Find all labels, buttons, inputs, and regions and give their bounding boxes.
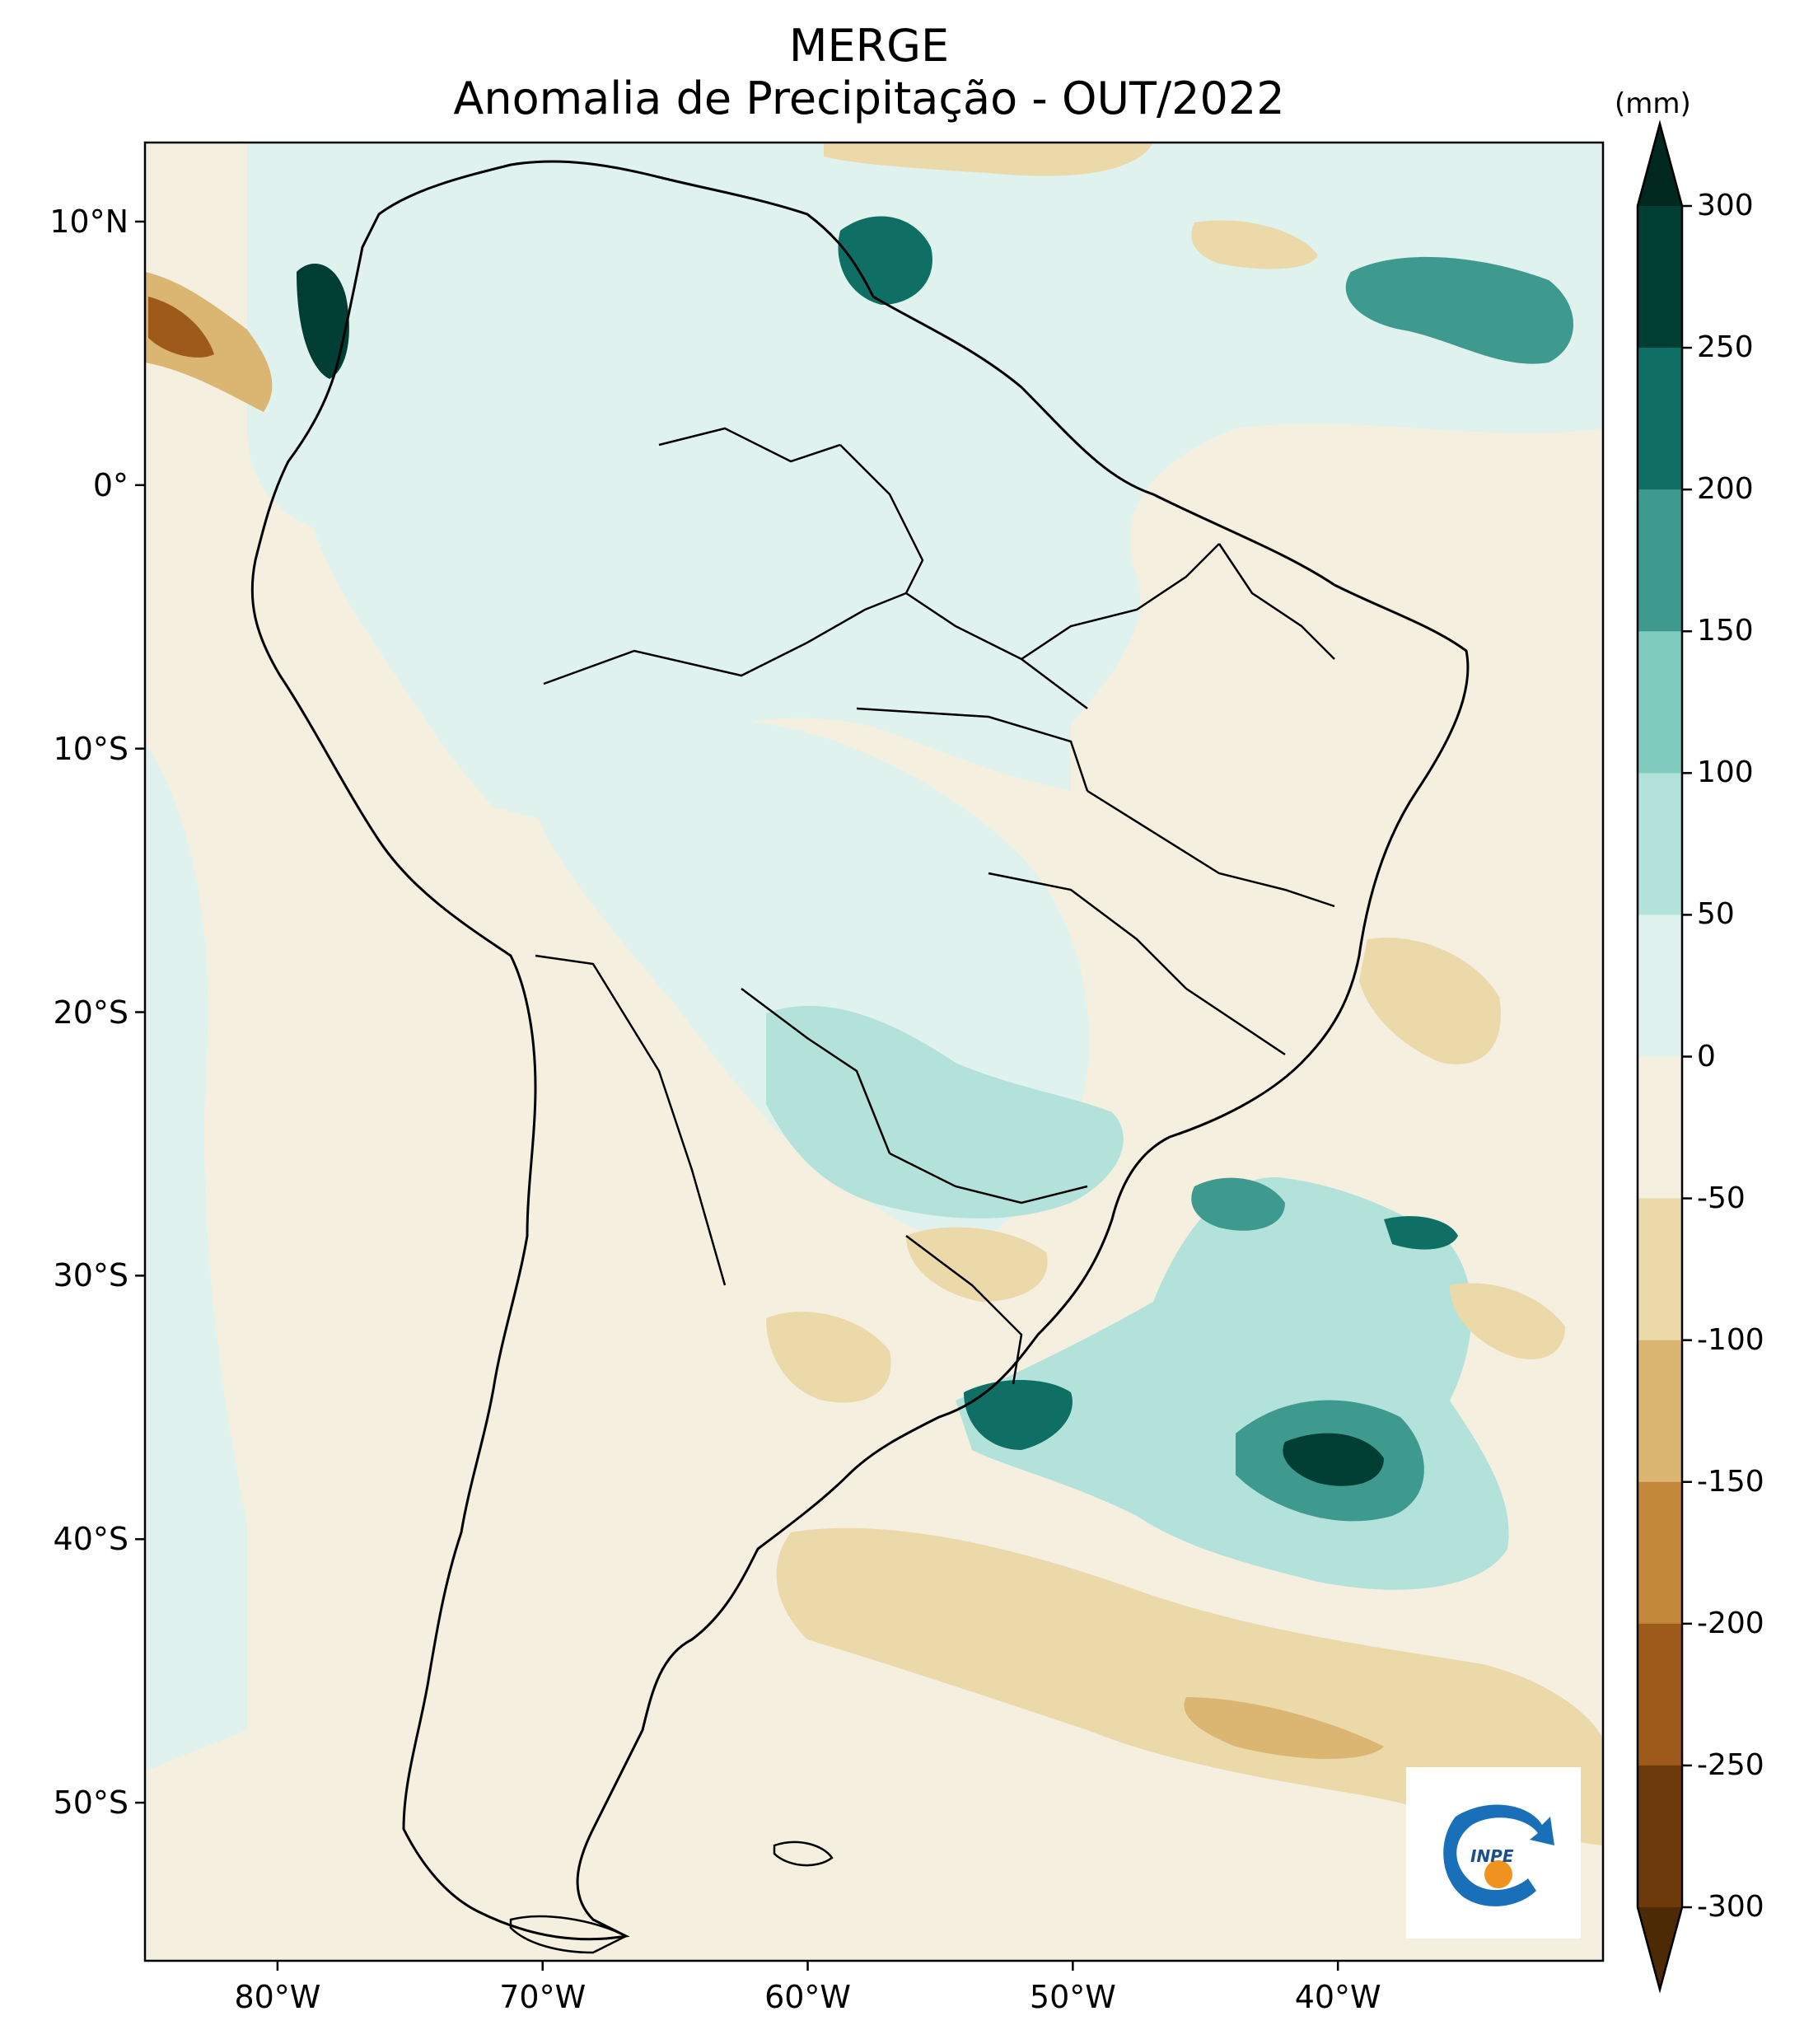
lat-tick-label: 30°S [53,1257,129,1294]
rio-grande-do-sul-negative [906,1227,1048,1302]
colorbar-max-extension [1638,124,1682,206]
colorbar-tick-label: -150 [1697,1464,1764,1499]
colorbar [1636,119,1684,1994]
colorbar-band [1638,1765,1682,1908]
atlantic-core-positive [1283,1433,1384,1486]
title-line-2: Anomalia de Precipitação - OUT/2022 [453,72,1285,124]
north-atlantic-negative-2 [1191,220,1318,269]
colorbar-band [1638,1623,1682,1766]
patagonia-offshore-negative [776,1527,1603,1845]
colorbar-band [1638,773,1682,915]
atlantic-negative-east [1450,1283,1565,1359]
lon-tick-label: 40°W [1294,1979,1381,2015]
colorbar-unit: (mm) [1615,87,1691,120]
southeast-atlantic-positive [1191,1177,1285,1231]
lat-tick-label: 20°S [53,994,129,1031]
lat-tick-label: 50°S [53,1784,129,1822]
east-atlantic-positive [1384,1216,1458,1250]
falkland-islands [773,1841,834,1867]
atlantic-north-strong-positive [1345,256,1573,364]
colorbar-band [1638,914,1682,1057]
colorbar-band [1638,631,1682,774]
argentina-negative [766,1312,891,1403]
colorbar-band [1638,1056,1682,1200]
colorbar-tick-label: 200 [1697,472,1754,507]
colorbar-band [1638,348,1682,490]
inpe-logo-text: INPE [1470,1846,1514,1866]
colorbar-ticks [1682,204,1692,1909]
political-borders [535,427,1335,1385]
south-brazil-positive-anomaly [766,1005,1124,1218]
south-america-outline [250,160,1470,1941]
tierra-del-fuego [509,1915,629,1954]
latitude-ticks [135,220,145,1804]
pacific-positive-anomaly [145,741,247,1771]
inpe-logo: INPE [1406,1767,1581,1939]
north-atlantic-negative [824,143,1153,176]
colorbar-tick-label: -50 [1697,1181,1746,1215]
caribbean-strong-positive [838,216,932,305]
colorbar-band [1638,489,1682,632]
lon-tick-label: 60°W [764,1979,851,2015]
colorbar-tick-label: 150 [1697,614,1754,648]
colorbar-tick-label: -250 [1697,1747,1764,1782]
colorbar-band [1638,206,1682,348]
colorbar-band [1638,1481,1682,1625]
colorbar-band [1638,1340,1682,1483]
title-line-1: MERGE [788,20,950,72]
lat-tick-label: 0° [92,466,129,503]
uruguay-coast-positive [964,1380,1073,1450]
longitude-ticks [276,1961,1339,1971]
colorbar-tick-label: 50 [1697,897,1735,932]
colorbar-tick-label: 100 [1697,755,1754,790]
inpe-sun-icon [1484,1860,1512,1888]
colorbar-min-extension [1638,1907,1682,1990]
lon-tick-label: 80°W [234,1979,321,2015]
colorbar-tick-label: -200 [1697,1606,1764,1640]
pacific-strong-negative [148,297,214,358]
colorbar-tick-label: 250 [1697,330,1754,365]
colorbar-tick-label: 0 [1697,1039,1716,1073]
lat-tick-label: 10°N [49,203,129,240]
southeast-atlantic-negative [1359,938,1501,1064]
lat-tick-label: 10°S [53,730,129,767]
map-panel [145,143,1603,1961]
lon-tick-label: 70°W [499,1979,587,2015]
lat-tick-label: 40°S [53,1521,129,1558]
north-positive-anomaly [247,143,1603,824]
lon-tick-label: 50°W [1029,1979,1116,2015]
patagonia-strong-negative [1184,1697,1384,1759]
inpe-ring-icon [1443,1804,1554,1906]
colorbar-band [1638,1198,1682,1341]
colorbar-tick-label: -100 [1697,1322,1764,1357]
colorbar-tick-label: 300 [1697,189,1754,222]
colorbar-tick-label: -300 [1697,1890,1764,1924]
panama-strong-positive [297,264,349,379]
map-frame [143,141,1605,1962]
